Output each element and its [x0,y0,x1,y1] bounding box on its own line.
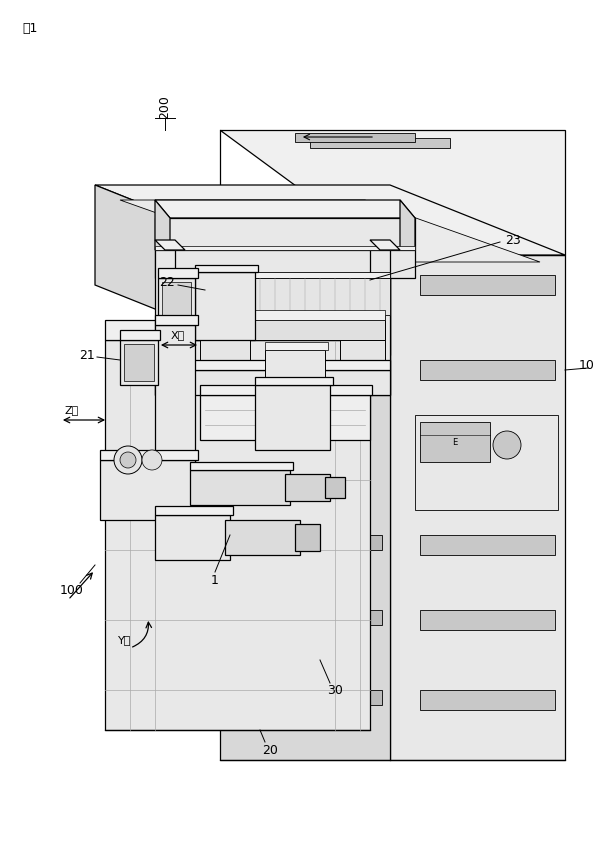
Polygon shape [155,315,198,325]
Polygon shape [285,474,330,501]
Text: 30: 30 [327,683,343,696]
Polygon shape [200,310,385,320]
Polygon shape [155,240,185,250]
Polygon shape [420,535,555,555]
Polygon shape [200,385,372,395]
Circle shape [120,452,136,468]
Polygon shape [190,470,290,505]
Polygon shape [295,524,320,551]
Polygon shape [195,272,255,340]
Text: 23: 23 [505,234,521,246]
Polygon shape [200,278,250,370]
Polygon shape [400,200,415,250]
Polygon shape [255,377,333,385]
Polygon shape [220,130,565,255]
Polygon shape [325,477,345,498]
Text: 22: 22 [159,276,175,290]
Polygon shape [415,415,558,510]
Polygon shape [420,610,555,630]
Polygon shape [265,350,325,385]
Polygon shape [160,278,390,315]
Polygon shape [370,240,400,250]
Polygon shape [195,265,258,272]
Polygon shape [155,200,170,250]
Polygon shape [155,370,390,395]
Text: X軸: X軸 [171,330,185,340]
Polygon shape [420,690,555,710]
Text: 21: 21 [79,348,95,361]
Polygon shape [265,342,328,350]
Polygon shape [158,278,195,325]
Circle shape [493,431,521,459]
Circle shape [142,450,162,470]
Polygon shape [162,282,191,320]
Polygon shape [155,360,390,370]
Polygon shape [95,185,565,255]
Polygon shape [310,138,450,148]
Polygon shape [295,133,415,142]
Text: 10: 10 [579,359,595,371]
Text: 1: 1 [211,574,219,586]
Polygon shape [190,462,293,470]
Polygon shape [220,255,390,760]
Polygon shape [160,272,390,278]
Polygon shape [124,344,154,381]
Polygon shape [158,268,198,278]
Polygon shape [155,246,415,250]
Circle shape [114,446,142,474]
Polygon shape [255,385,330,450]
Polygon shape [270,255,390,355]
Text: Y軸: Y軸 [119,635,131,645]
Polygon shape [100,460,195,520]
Polygon shape [228,690,382,705]
Polygon shape [105,340,370,730]
Polygon shape [155,200,415,218]
Text: 200: 200 [158,95,171,119]
Polygon shape [420,360,555,380]
Text: Z軸: Z軸 [65,405,79,415]
Text: 20: 20 [262,744,278,756]
Polygon shape [95,185,270,355]
Polygon shape [105,320,370,340]
Polygon shape [120,200,540,262]
Polygon shape [228,535,382,550]
Polygon shape [200,395,370,440]
Polygon shape [228,610,382,625]
Polygon shape [390,255,565,760]
Polygon shape [200,320,385,340]
Polygon shape [340,278,385,370]
Polygon shape [120,340,158,385]
Polygon shape [225,520,300,555]
Text: 100: 100 [60,583,84,597]
Text: 図1: 図1 [22,22,37,35]
Polygon shape [100,450,198,460]
Polygon shape [120,330,160,340]
Polygon shape [155,250,415,278]
Polygon shape [155,325,195,510]
Polygon shape [370,250,390,395]
Polygon shape [420,275,555,295]
Polygon shape [155,515,230,560]
Text: E: E [453,438,457,446]
Polygon shape [420,422,490,462]
Polygon shape [155,250,175,395]
Polygon shape [155,506,233,515]
Polygon shape [155,218,415,250]
